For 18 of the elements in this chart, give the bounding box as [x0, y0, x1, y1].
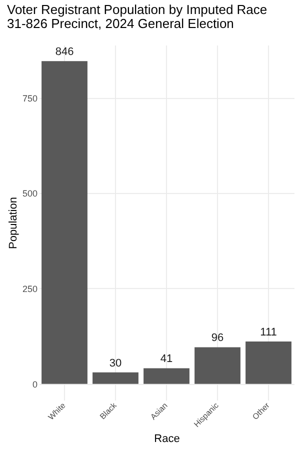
bar: [92, 372, 138, 384]
y-tick-label: 750: [22, 93, 38, 104]
data-label: 96: [211, 332, 224, 344]
data-label: 111: [260, 326, 277, 339]
data-label: 41: [160, 353, 173, 366]
bar: [144, 368, 190, 384]
y-tick-label: 0: [32, 379, 38, 390]
data-label: 30: [109, 357, 122, 370]
chart-subtitle: 31-826 Precinct, 2024 General Election: [6, 16, 234, 31]
bar: [246, 342, 292, 384]
y-tick-label: 500: [22, 188, 38, 199]
chart-title: Voter Registrant Population by Imputed Race: [6, 2, 268, 17]
y-tick-label: 250: [22, 284, 38, 294]
bar: [194, 347, 240, 384]
y-axis-title: Population: [7, 197, 20, 249]
x-axis-title: Race: [154, 433, 180, 446]
data-label: 846: [55, 46, 74, 58]
bar: [42, 61, 88, 384]
